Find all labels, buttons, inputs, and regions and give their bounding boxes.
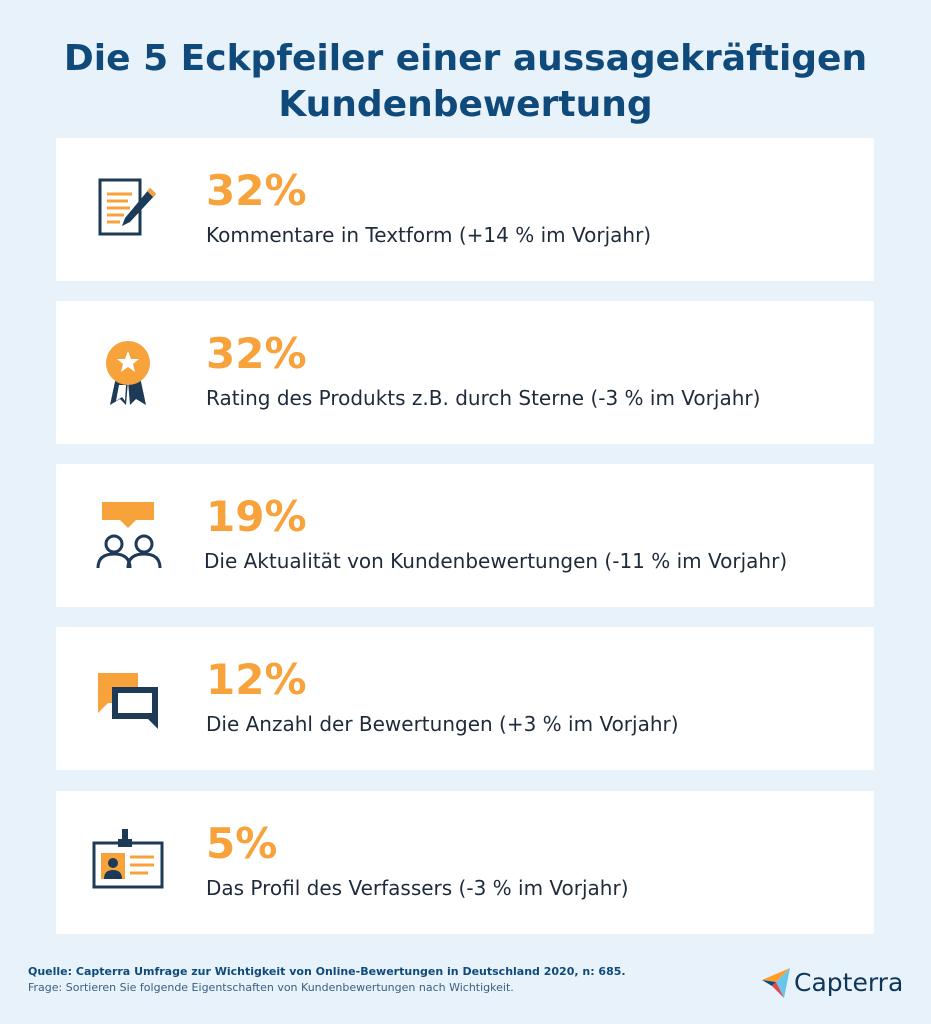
stat-label: Die Anzahl der Bewertungen (+3 % im Vorj… <box>206 712 679 736</box>
stat-percent: 19% <box>206 492 307 541</box>
stat-label: Rating des Produkts z.B. durch Sterne (-… <box>206 386 761 410</box>
stat-card-rating: 32% Rating des Produkts z.B. durch Stern… <box>56 301 874 444</box>
id-badge-icon <box>92 827 164 899</box>
stat-card-count: 12% Die Anzahl der Bewertungen (+3 % im … <box>56 627 874 770</box>
chat-bubbles-icon <box>92 663 164 735</box>
document-pen-icon <box>92 174 164 246</box>
stat-card-profile: 5% Das Profil des Verfassers (-3 % im Vo… <box>56 791 874 934</box>
stat-label: Kommentare in Textform (+14 % im Vorjahr… <box>206 223 652 247</box>
capterra-logo: Capterra <box>760 962 910 1002</box>
stat-percent: 12% <box>206 655 307 704</box>
question-text: Frage: Sortieren Sie folgende Eigentscha… <box>28 981 514 994</box>
people-chat-icon <box>92 500 164 572</box>
source-note: Quelle: Capterra Umfrage zur Wichtigkeit… <box>28 964 626 996</box>
page-title: Die 5 Eckpfeiler einer aussagekräftigen … <box>0 36 931 128</box>
title-line-1: Die 5 Eckpfeiler einer aussagekräftigen <box>63 38 868 79</box>
stat-card-comments: 32% Kommentare in Textform (+14 % im Vor… <box>56 138 874 281</box>
stat-percent: 32% <box>206 166 307 215</box>
title-line-2: Kundenbewertung <box>278 84 653 125</box>
brand-name: Capterra <box>794 968 904 997</box>
capterra-arrow-icon <box>762 968 790 998</box>
stat-label: Die Aktualität von Kundenbewertungen (-1… <box>204 549 788 573</box>
stat-percent: 32% <box>206 329 307 378</box>
award-ribbon-icon <box>92 337 164 409</box>
stat-label: Das Profil des Verfassers (-3 % im Vorja… <box>206 876 629 900</box>
source-text: Quelle: Capterra Umfrage zur Wichtigkeit… <box>28 965 626 978</box>
stat-percent: 5% <box>206 819 278 868</box>
stat-card-recency: 19% Die Aktualität von Kundenbewertungen… <box>56 464 874 607</box>
